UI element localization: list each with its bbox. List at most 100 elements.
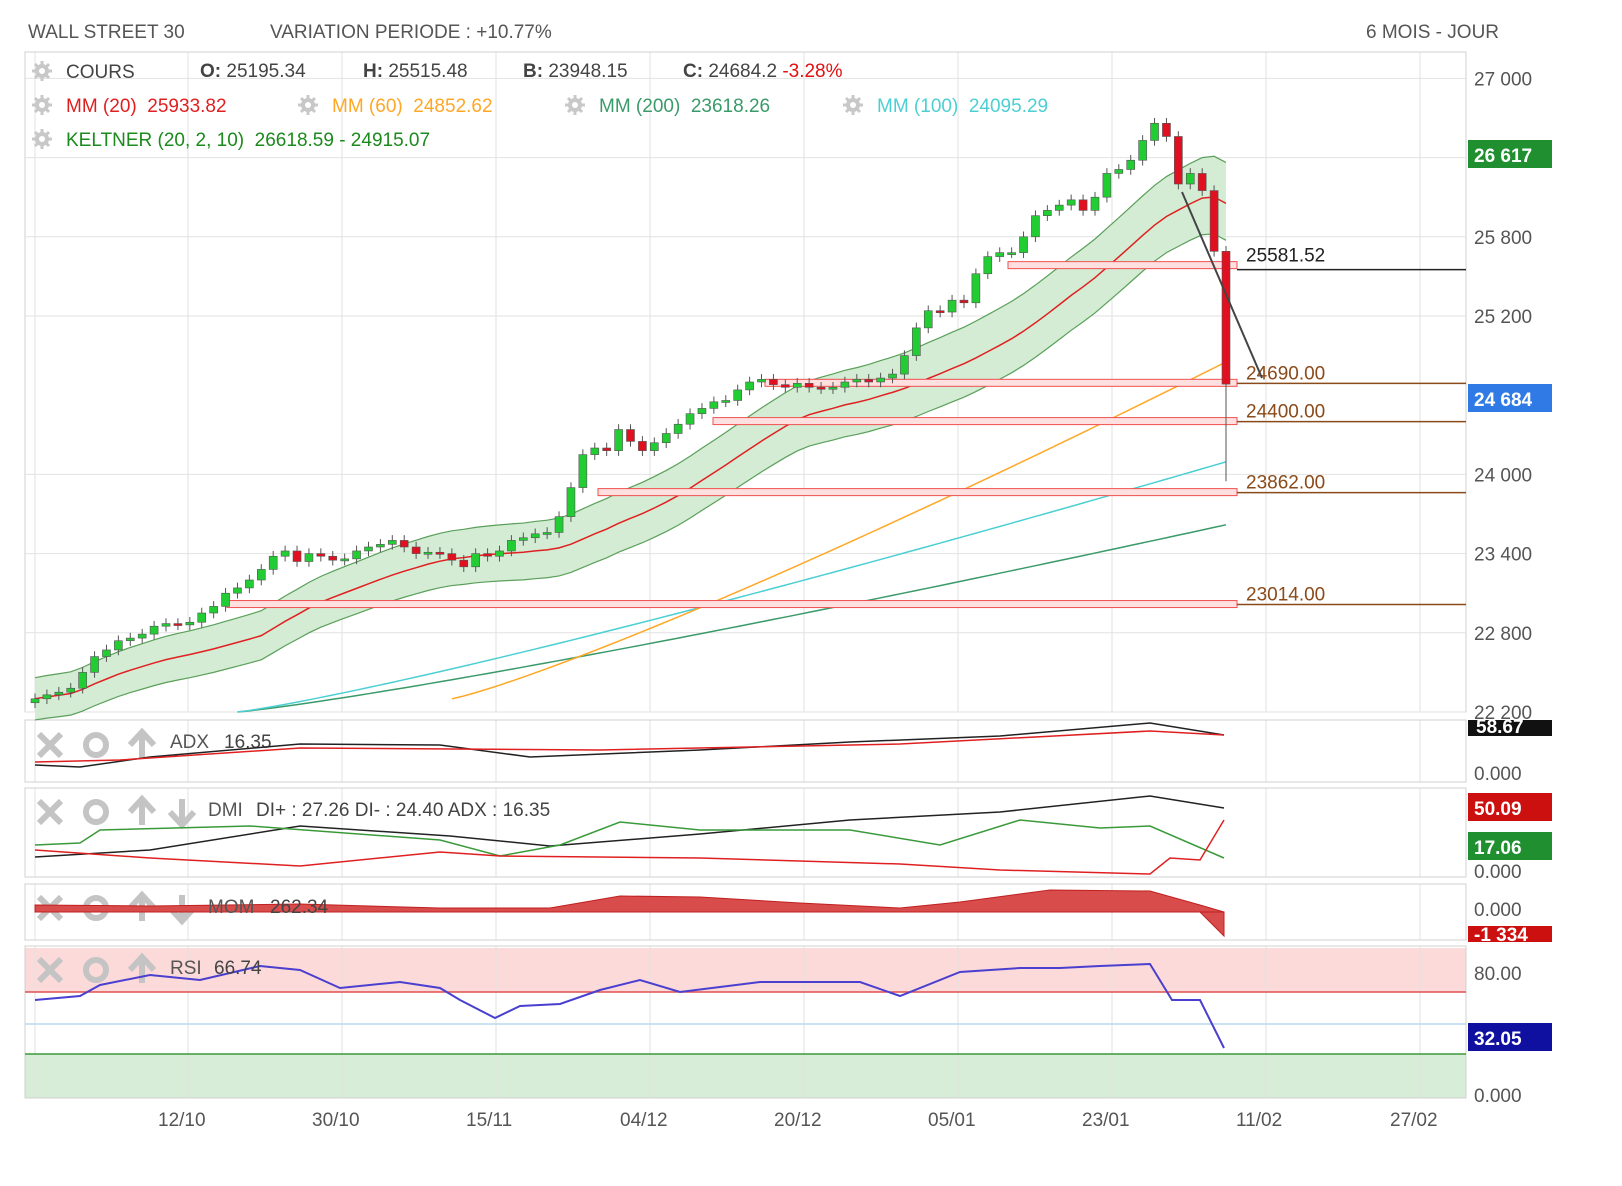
- dmi-value: DI+ : 27.26 DI- : 24.40 ADX : 16.35: [256, 800, 550, 821]
- rsi-line: [34, 962, 1225, 1049]
- candle-up: [423, 551, 433, 555]
- candle-up: [376, 544, 385, 548]
- mm200-line: [237, 524, 1227, 713]
- x-axis-label: 20/12: [774, 1110, 822, 1131]
- settings-gear-icon[interactable]: [565, 95, 585, 115]
- candle-down: [1209, 190, 1219, 252]
- x-axis-label: 11/02: [1236, 1110, 1282, 1131]
- candle-up: [197, 612, 207, 623]
- mm20-label: MM (20): [66, 96, 137, 117]
- x-axis-label: 04/12: [620, 1110, 668, 1131]
- adx-axis-bottom: 0.000: [1474, 764, 1522, 785]
- dmi-red-badge-bg: [1468, 793, 1552, 821]
- cours-label: COURS: [66, 62, 135, 83]
- candle-up: [745, 381, 754, 391]
- candle-down: [399, 540, 409, 548]
- candle-up: [900, 355, 909, 375]
- candle-up: [661, 433, 671, 444]
- candle-up: [757, 379, 766, 383]
- arrow-up-icon: [127, 727, 157, 758]
- candle-up: [340, 558, 349, 562]
- period-variation: VARIATION PERIODE : +10.77%: [270, 22, 552, 43]
- price-level-label: 23862.00: [1246, 473, 1325, 494]
- dmi-red-badge: 50.09: [1474, 799, 1522, 820]
- close-icon: [36, 731, 64, 759]
- price-level-band: [597, 488, 1238, 497]
- arrow-down-icon: [167, 799, 197, 830]
- candle-up: [1126, 159, 1136, 170]
- mom-badge-bg: [1468, 926, 1552, 942]
- candle-up: [971, 273, 981, 304]
- candle-up: [947, 299, 957, 313]
- rsi-oversold-zone: [25, 1054, 1466, 1098]
- candle-up: [137, 633, 147, 639]
- candle-up: [221, 592, 230, 607]
- candle-up: [709, 401, 719, 409]
- candle-up: [685, 413, 695, 425]
- price-level-band: [712, 417, 1238, 426]
- candle-up: [650, 442, 659, 451]
- candle-up: [387, 540, 397, 545]
- close-value: 24684.2: [708, 61, 778, 82]
- candle-up: [125, 637, 135, 642]
- keltner-badge-bg: [1468, 140, 1552, 168]
- candle-up: [840, 381, 850, 388]
- candle-up: [1150, 122, 1159, 141]
- price-axis-tick: 27 000: [1474, 69, 1532, 90]
- candle-up: [268, 555, 278, 570]
- dmi-axis-bottom: 0.000: [1474, 862, 1522, 883]
- x-axis-label: 15/11: [466, 1110, 512, 1131]
- rsi-axis-top: 80.00: [1474, 964, 1522, 985]
- price-axis-tick: 22 800: [1474, 624, 1532, 645]
- period-selector[interactable]: 6 MOIS - JOUR: [1366, 22, 1500, 43]
- mom-axis-mid: 0.000: [1474, 900, 1522, 921]
- candle-up: [54, 691, 64, 696]
- settings-gear-icon[interactable]: [843, 95, 863, 115]
- candle-up: [256, 569, 266, 581]
- candle-up: [90, 656, 99, 673]
- adx-axis-top: 58.67: [1476, 717, 1524, 738]
- mm100-line: [237, 461, 1227, 713]
- candle-up: [888, 373, 897, 379]
- settings-gear-icon[interactable]: [32, 129, 52, 149]
- candle-up: [578, 454, 588, 488]
- candle-down: [769, 379, 778, 385]
- mm100-label: MM (100): [877, 96, 959, 117]
- settings-gear-icon[interactable]: [32, 95, 52, 115]
- low-value: 23948.15: [548, 61, 628, 82]
- mom-label: MOM: [208, 897, 254, 918]
- candle-up: [1007, 252, 1016, 255]
- candle-up: [78, 672, 87, 689]
- close-icon: [36, 956, 64, 984]
- candle-up: [364, 546, 373, 552]
- rsi-badge: 32.05: [1474, 1029, 1522, 1050]
- dmi-label: DMI: [208, 800, 243, 821]
- di-plus-line: [34, 819, 1225, 859]
- settings-gear-icon[interactable]: [298, 95, 318, 115]
- candle-up: [245, 579, 254, 589]
- adx-top-badge-bg: [1468, 720, 1552, 736]
- candle-down: [328, 555, 338, 561]
- mom-area-negative: [1198, 911, 1225, 938]
- candle-up: [828, 386, 838, 390]
- dmi-green-badge-bg: [1468, 832, 1552, 860]
- candle-up: [66, 687, 76, 693]
- gear-icon: [83, 957, 109, 983]
- candle-up: [721, 400, 731, 403]
- candle-up: [697, 408, 707, 414]
- candle-up: [1185, 173, 1195, 185]
- keltner-lower-line: [34, 233, 1227, 721]
- candle-down: [316, 553, 326, 557]
- settings-gear-icon[interactable]: [32, 61, 52, 81]
- candle-down: [816, 386, 826, 390]
- price-axis-tick: 25 800: [1474, 228, 1532, 249]
- candle-down: [935, 310, 945, 314]
- candle-down: [447, 553, 457, 561]
- arrow-up-icon: [127, 794, 157, 825]
- price-axis-tick: 23 400: [1474, 545, 1532, 566]
- instrument-title: WALL STREET 30: [28, 22, 185, 43]
- mm200-value: 23618.26: [690, 96, 771, 117]
- candle-up: [161, 623, 171, 627]
- rsi-label: RSI: [170, 958, 202, 979]
